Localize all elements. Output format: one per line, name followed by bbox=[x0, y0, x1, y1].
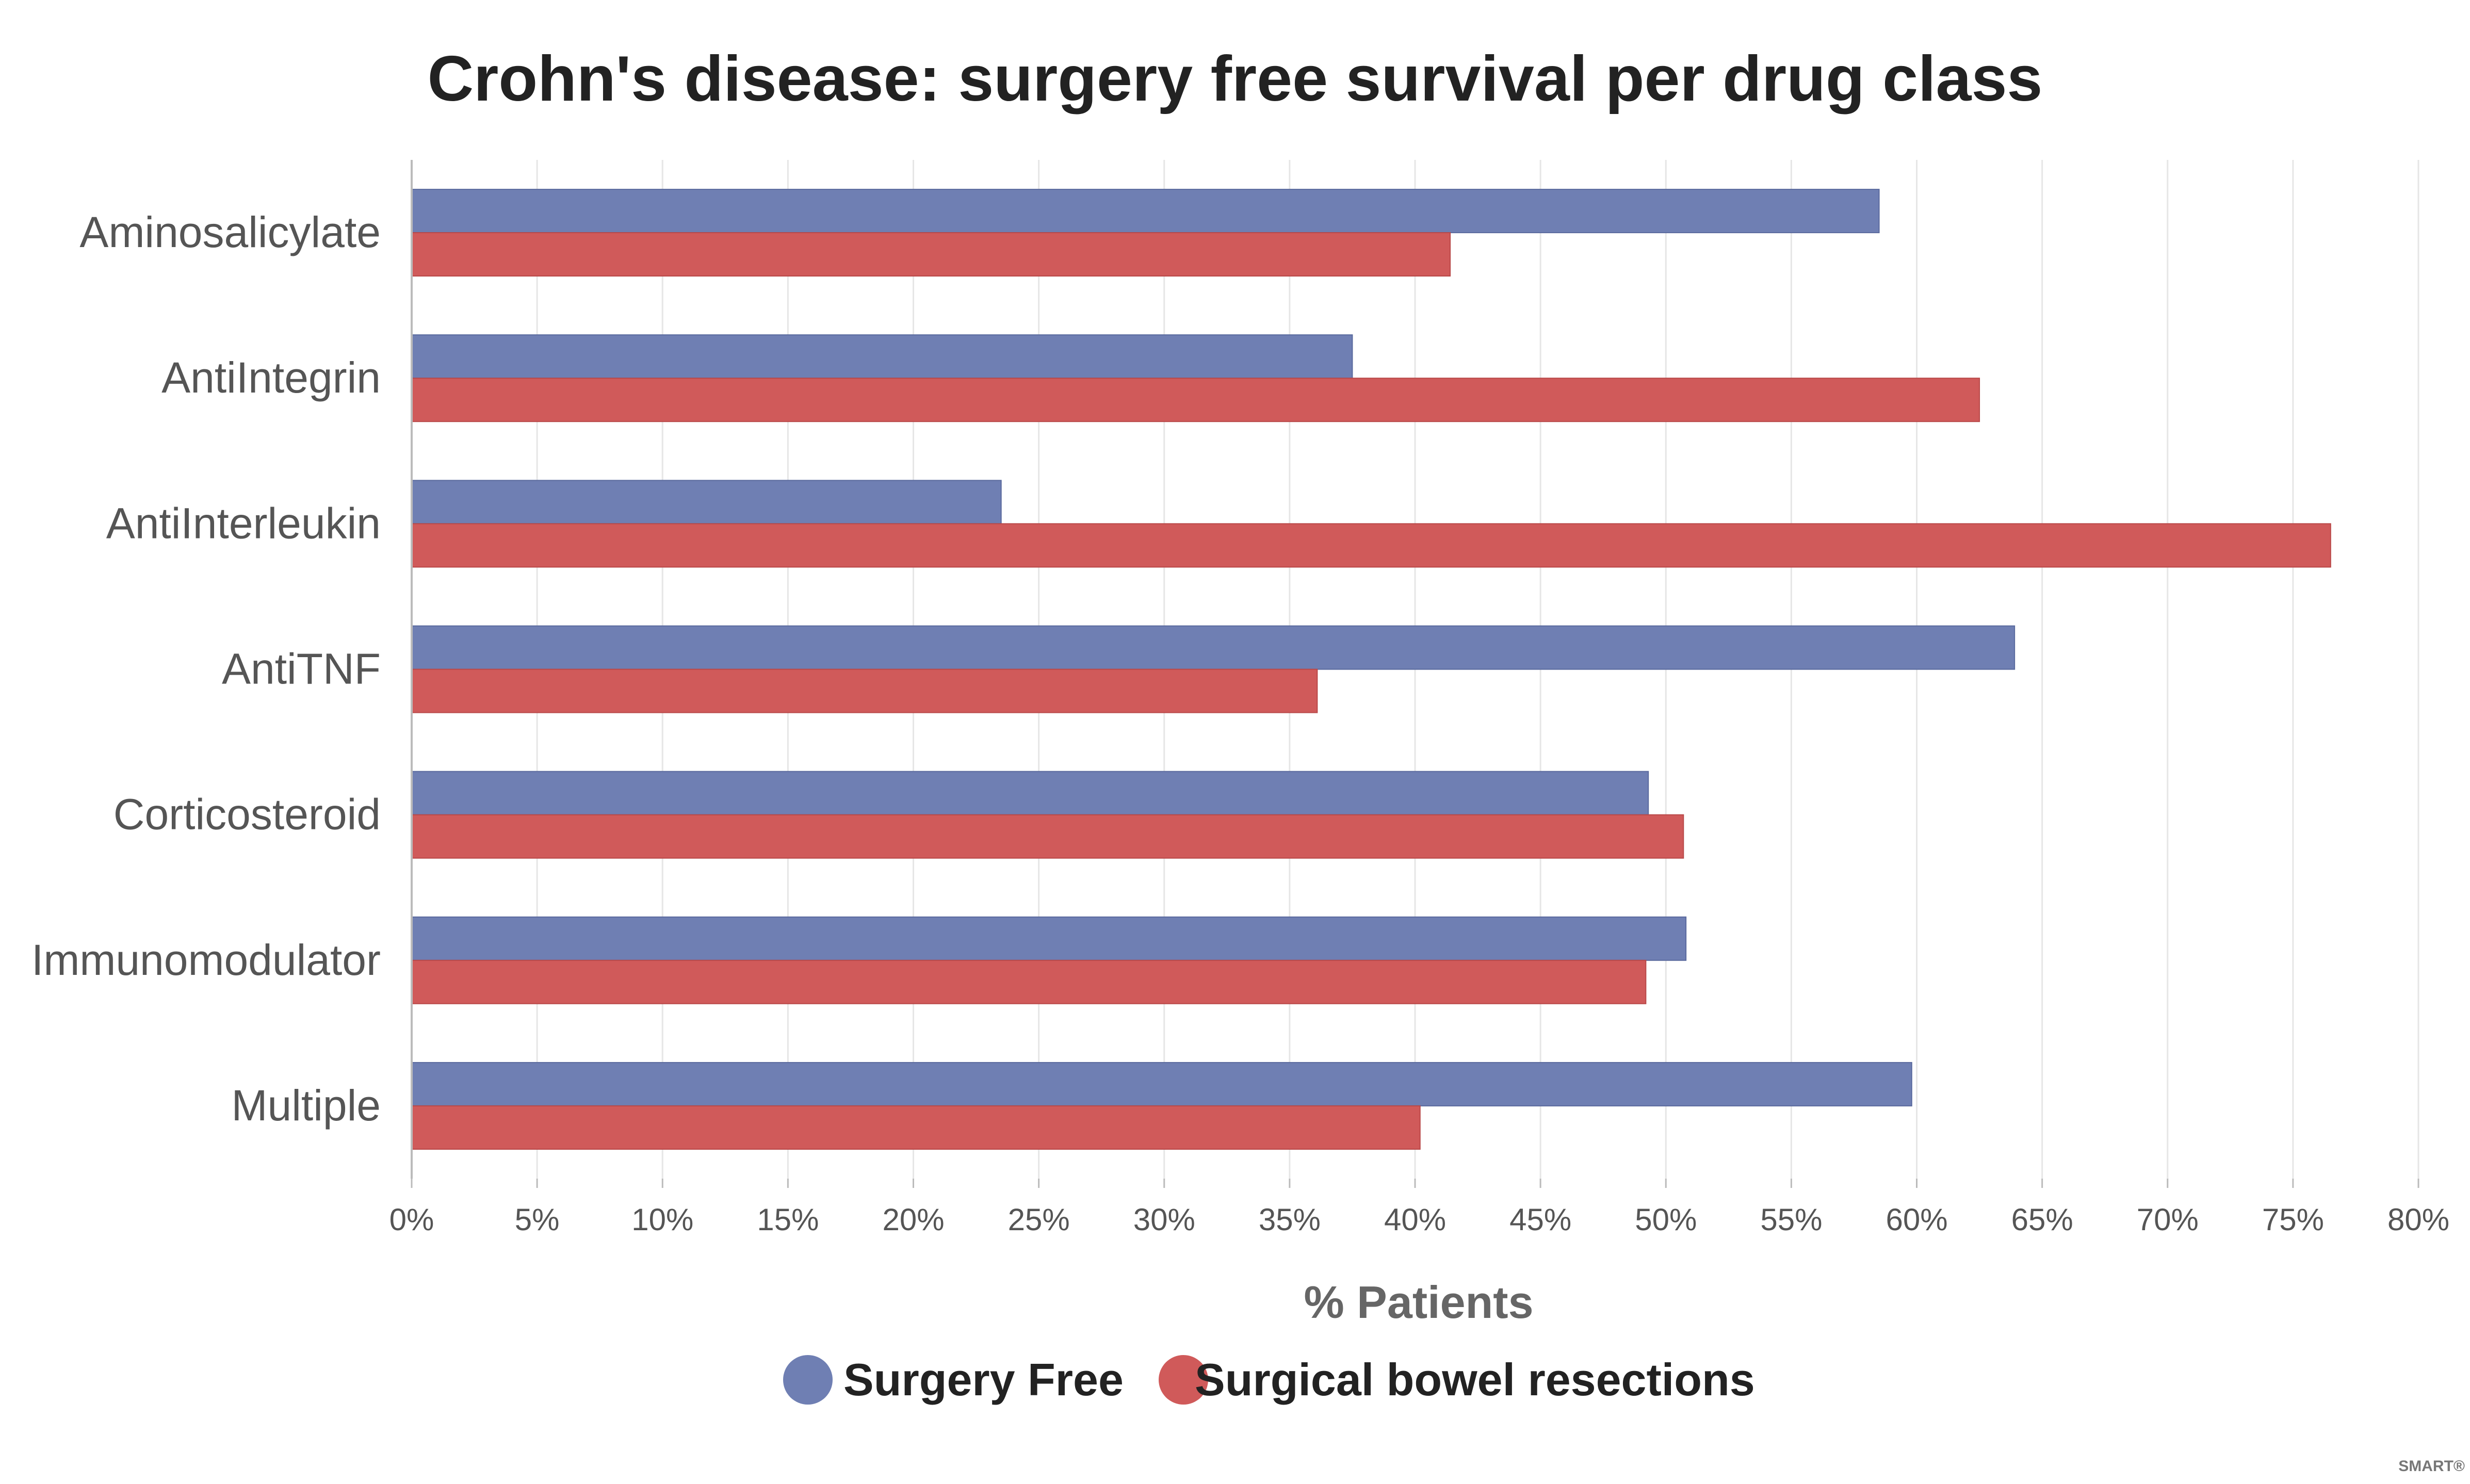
x-tick-label: 10% bbox=[631, 1202, 693, 1237]
x-tick-label: 0% bbox=[389, 1202, 434, 1237]
bar-surgery-free bbox=[411, 625, 2016, 670]
x-tick-label: 20% bbox=[882, 1202, 944, 1237]
y-category-label: AntiInterleukin bbox=[106, 499, 381, 547]
bar-surgical-bowel-resections bbox=[411, 378, 1980, 422]
x-tick-label: 25% bbox=[1008, 1202, 1070, 1237]
axes: 0% 5% 10% 15% 20% 25% 30% 35% 40% 45% 50% 55% 60% 65%… bbox=[31, 160, 2449, 1237]
bar-surgery-free bbox=[411, 1062, 1912, 1106]
x-tick-label: 70% bbox=[2137, 1202, 2199, 1237]
bar-surgical-bowel-resections bbox=[411, 668, 1318, 713]
x-tick-label: 80% bbox=[2387, 1202, 2449, 1237]
bar-surgery-free bbox=[411, 189, 1880, 234]
x-tick-label: 55% bbox=[1760, 1202, 1822, 1237]
bars bbox=[411, 189, 2331, 1150]
x-tick-label: 50% bbox=[1635, 1202, 1697, 1237]
bar-surgery-free bbox=[411, 480, 1002, 525]
x-tick-label: 75% bbox=[2262, 1202, 2324, 1237]
bar-surgical-bowel-resections bbox=[411, 814, 1684, 859]
x-tick-label: 15% bbox=[757, 1202, 819, 1237]
legend: Surgery Free Surgical bowel resections bbox=[783, 1354, 1755, 1405]
x-tick-label: 5% bbox=[515, 1202, 560, 1237]
y-category-label: Corticosteroid bbox=[113, 790, 381, 839]
x-tick-label: 30% bbox=[1133, 1202, 1195, 1237]
legend-marker-surgery-free bbox=[783, 1355, 833, 1405]
y-category-label: AntiIntegrin bbox=[161, 353, 381, 402]
y-category-label: AntiTNF bbox=[222, 645, 381, 693]
bar-surgery-free bbox=[411, 916, 1687, 961]
x-tick-label: 35% bbox=[1259, 1202, 1321, 1237]
x-tick-label: 45% bbox=[1509, 1202, 1571, 1237]
x-axis-title: % Patients bbox=[1304, 1277, 1533, 1328]
y-category-label: Aminosalicylate bbox=[79, 208, 381, 256]
legend-marker-surgical-bowel-resections bbox=[1159, 1355, 1208, 1405]
legend-label-surgical-bowel-resections: Surgical bowel resections bbox=[1195, 1354, 1755, 1405]
bar-surgery-free bbox=[411, 334, 1353, 379]
bar-surgical-bowel-resections bbox=[411, 523, 2331, 568]
bar-surgery-free bbox=[411, 771, 1649, 816]
x-tick-label: 65% bbox=[2011, 1202, 2073, 1237]
x-tick-label: 60% bbox=[1886, 1202, 1947, 1237]
y-category-label: Multiple bbox=[232, 1081, 381, 1130]
x-tick-label: 40% bbox=[1384, 1202, 1446, 1237]
legend-label-surgery-free: Surgery Free bbox=[843, 1354, 1124, 1405]
y-category-label: Immunomodulator bbox=[31, 936, 381, 984]
bar-surgical-bowel-resections bbox=[411, 959, 1647, 1004]
chart-title: Crohn's disease: surgery free survival p… bbox=[428, 43, 2043, 115]
bar-surgical-bowel-resections bbox=[411, 232, 1451, 277]
watermark-text: SMART® bbox=[2398, 1458, 2465, 1475]
bar-surgical-bowel-resections bbox=[411, 1105, 1421, 1150]
